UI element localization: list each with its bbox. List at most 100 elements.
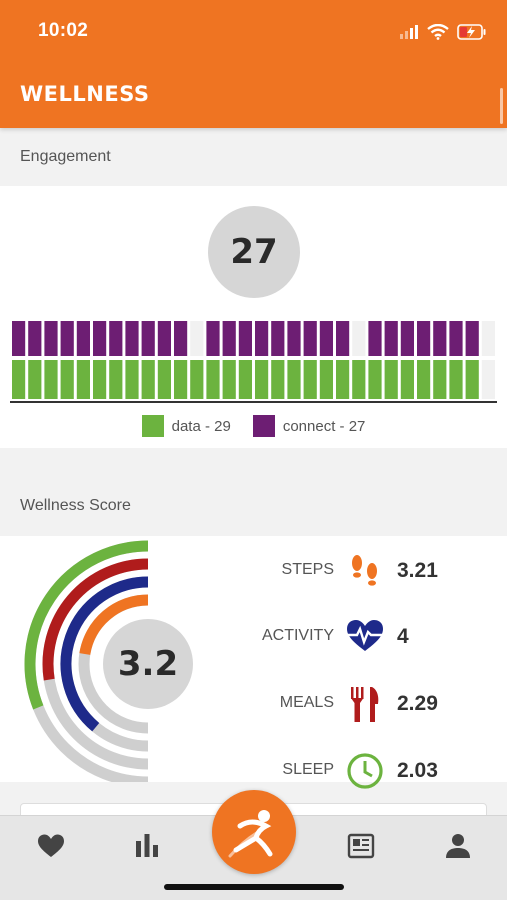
news-icon[interactable] [346, 831, 376, 861]
connect-bar [76, 321, 90, 356]
metric-value-sleep: 2.03 [397, 759, 438, 782]
connect-bar [109, 321, 123, 356]
data-bar [125, 360, 139, 399]
engagement-card: 27 data - 29 connect - 27 [0, 186, 507, 448]
metric-value-steps: 3.21 [397, 559, 438, 582]
data-bar [287, 360, 301, 399]
legend-label-data: data - 29 [171, 417, 231, 435]
data-bar [449, 360, 463, 399]
metric-row-activity[interactable]: ACTIVITY 4 [0, 615, 507, 659]
data-bar [222, 360, 236, 399]
data-bar [60, 360, 74, 399]
wifi-icon [427, 24, 449, 40]
connect-bar [417, 321, 431, 356]
data-bar [465, 360, 479, 399]
wellness-score-circle: 3.2 [103, 619, 193, 709]
connect-bar [352, 321, 366, 356]
person-icon[interactable] [443, 831, 473, 861]
data-bar [303, 360, 317, 399]
connect-bar [190, 321, 204, 356]
connect-bar [93, 321, 107, 356]
wellness-score-value: 3.2 [117, 644, 179, 684]
data-bar [319, 360, 333, 399]
runner-button[interactable] [212, 790, 296, 874]
heart-icon[interactable] [36, 831, 66, 861]
engagement-section-label: Engagement [20, 148, 111, 165]
data-bar [255, 360, 269, 399]
connect-bar [465, 321, 479, 356]
footsteps-icon [352, 555, 377, 586]
connect-bar [206, 321, 220, 356]
legend-label-connect: connect - 27 [282, 417, 366, 435]
connect-bar [336, 321, 350, 356]
data-bar [157, 360, 171, 399]
legend-swatch-data [141, 415, 164, 437]
legend-swatch-connect [252, 415, 275, 437]
metric-label-meals: MEALS [279, 694, 334, 711]
connect-bar [238, 321, 252, 356]
wellness-score-rings [24, 540, 149, 782]
connect-bar [222, 321, 236, 356]
score-ring-fill [42, 558, 149, 681]
status-time: 10:02 [38, 20, 89, 41]
heart-pulse-icon [347, 620, 383, 651]
data-bar [384, 360, 398, 399]
connect-bar [384, 321, 398, 356]
engagement-score-value: 27 [230, 232, 278, 272]
data-bar [400, 360, 414, 399]
metric-label-sleep: SLEEP [282, 761, 334, 778]
legend-item-data: data - 29 [141, 415, 231, 437]
metric-label-activity: ACTIVITY [261, 627, 334, 644]
data-bar [28, 360, 42, 399]
connect-bar [141, 321, 155, 356]
data-bar [141, 360, 155, 399]
data-bar [190, 360, 204, 399]
engagement-legend: data - 29 connect - 27 [0, 415, 507, 437]
metric-row-steps[interactable]: STEPS 3.21 [0, 549, 507, 593]
connect-bar [28, 321, 42, 356]
app-header: 10:02 WELLNESS [0, 0, 507, 128]
connect-bar [433, 321, 447, 356]
data-bar [238, 360, 252, 399]
connect-bar [44, 321, 58, 356]
fork-knife-icon [351, 687, 379, 722]
battery-charging-icon [457, 24, 486, 40]
connect-bar [287, 321, 301, 356]
metric-value-activity: 4 [397, 625, 409, 648]
metric-row-meals[interactable]: MEALS 2.29 [0, 682, 507, 726]
runner-icon [228, 810, 273, 858]
connect-bar [255, 321, 269, 356]
engagement-score-circle: 27 [208, 206, 300, 298]
data-bar [174, 360, 188, 399]
score-ring-fill [24, 540, 149, 710]
connect-bar [319, 321, 333, 356]
signal-icon [400, 25, 418, 39]
data-bar [352, 360, 366, 399]
bar-chart-icon[interactable] [132, 831, 162, 861]
metric-row-sleep[interactable]: SLEEP 2.03 [0, 749, 507, 793]
clock-icon [347, 753, 383, 789]
connect-bar [12, 321, 26, 356]
metric-label-steps: STEPS [281, 561, 334, 578]
connect-bar [271, 321, 285, 356]
data-bar [206, 360, 220, 399]
data-bar [433, 360, 447, 399]
data-bar [271, 360, 285, 399]
connect-bar [60, 321, 74, 356]
legend-item-connect: connect - 27 [252, 415, 366, 437]
score-ring-fill [60, 576, 149, 732]
data-bar [481, 360, 495, 399]
connect-bar [303, 321, 317, 356]
engagement-bar-chart [10, 321, 497, 403]
wellness-score-card: 3.2 STEPS 3.21 ACTIVITY 4 MEALS [0, 536, 507, 789]
metric-value-meals: 2.29 [397, 692, 438, 715]
data-bar [44, 360, 58, 399]
connect-bar [400, 321, 414, 356]
data-bar [12, 360, 26, 399]
data-bar [368, 360, 382, 399]
connect-bar [125, 321, 139, 356]
connect-bar [368, 321, 382, 356]
connect-bar [481, 321, 495, 356]
data-bar [93, 360, 107, 399]
data-bar [76, 360, 90, 399]
